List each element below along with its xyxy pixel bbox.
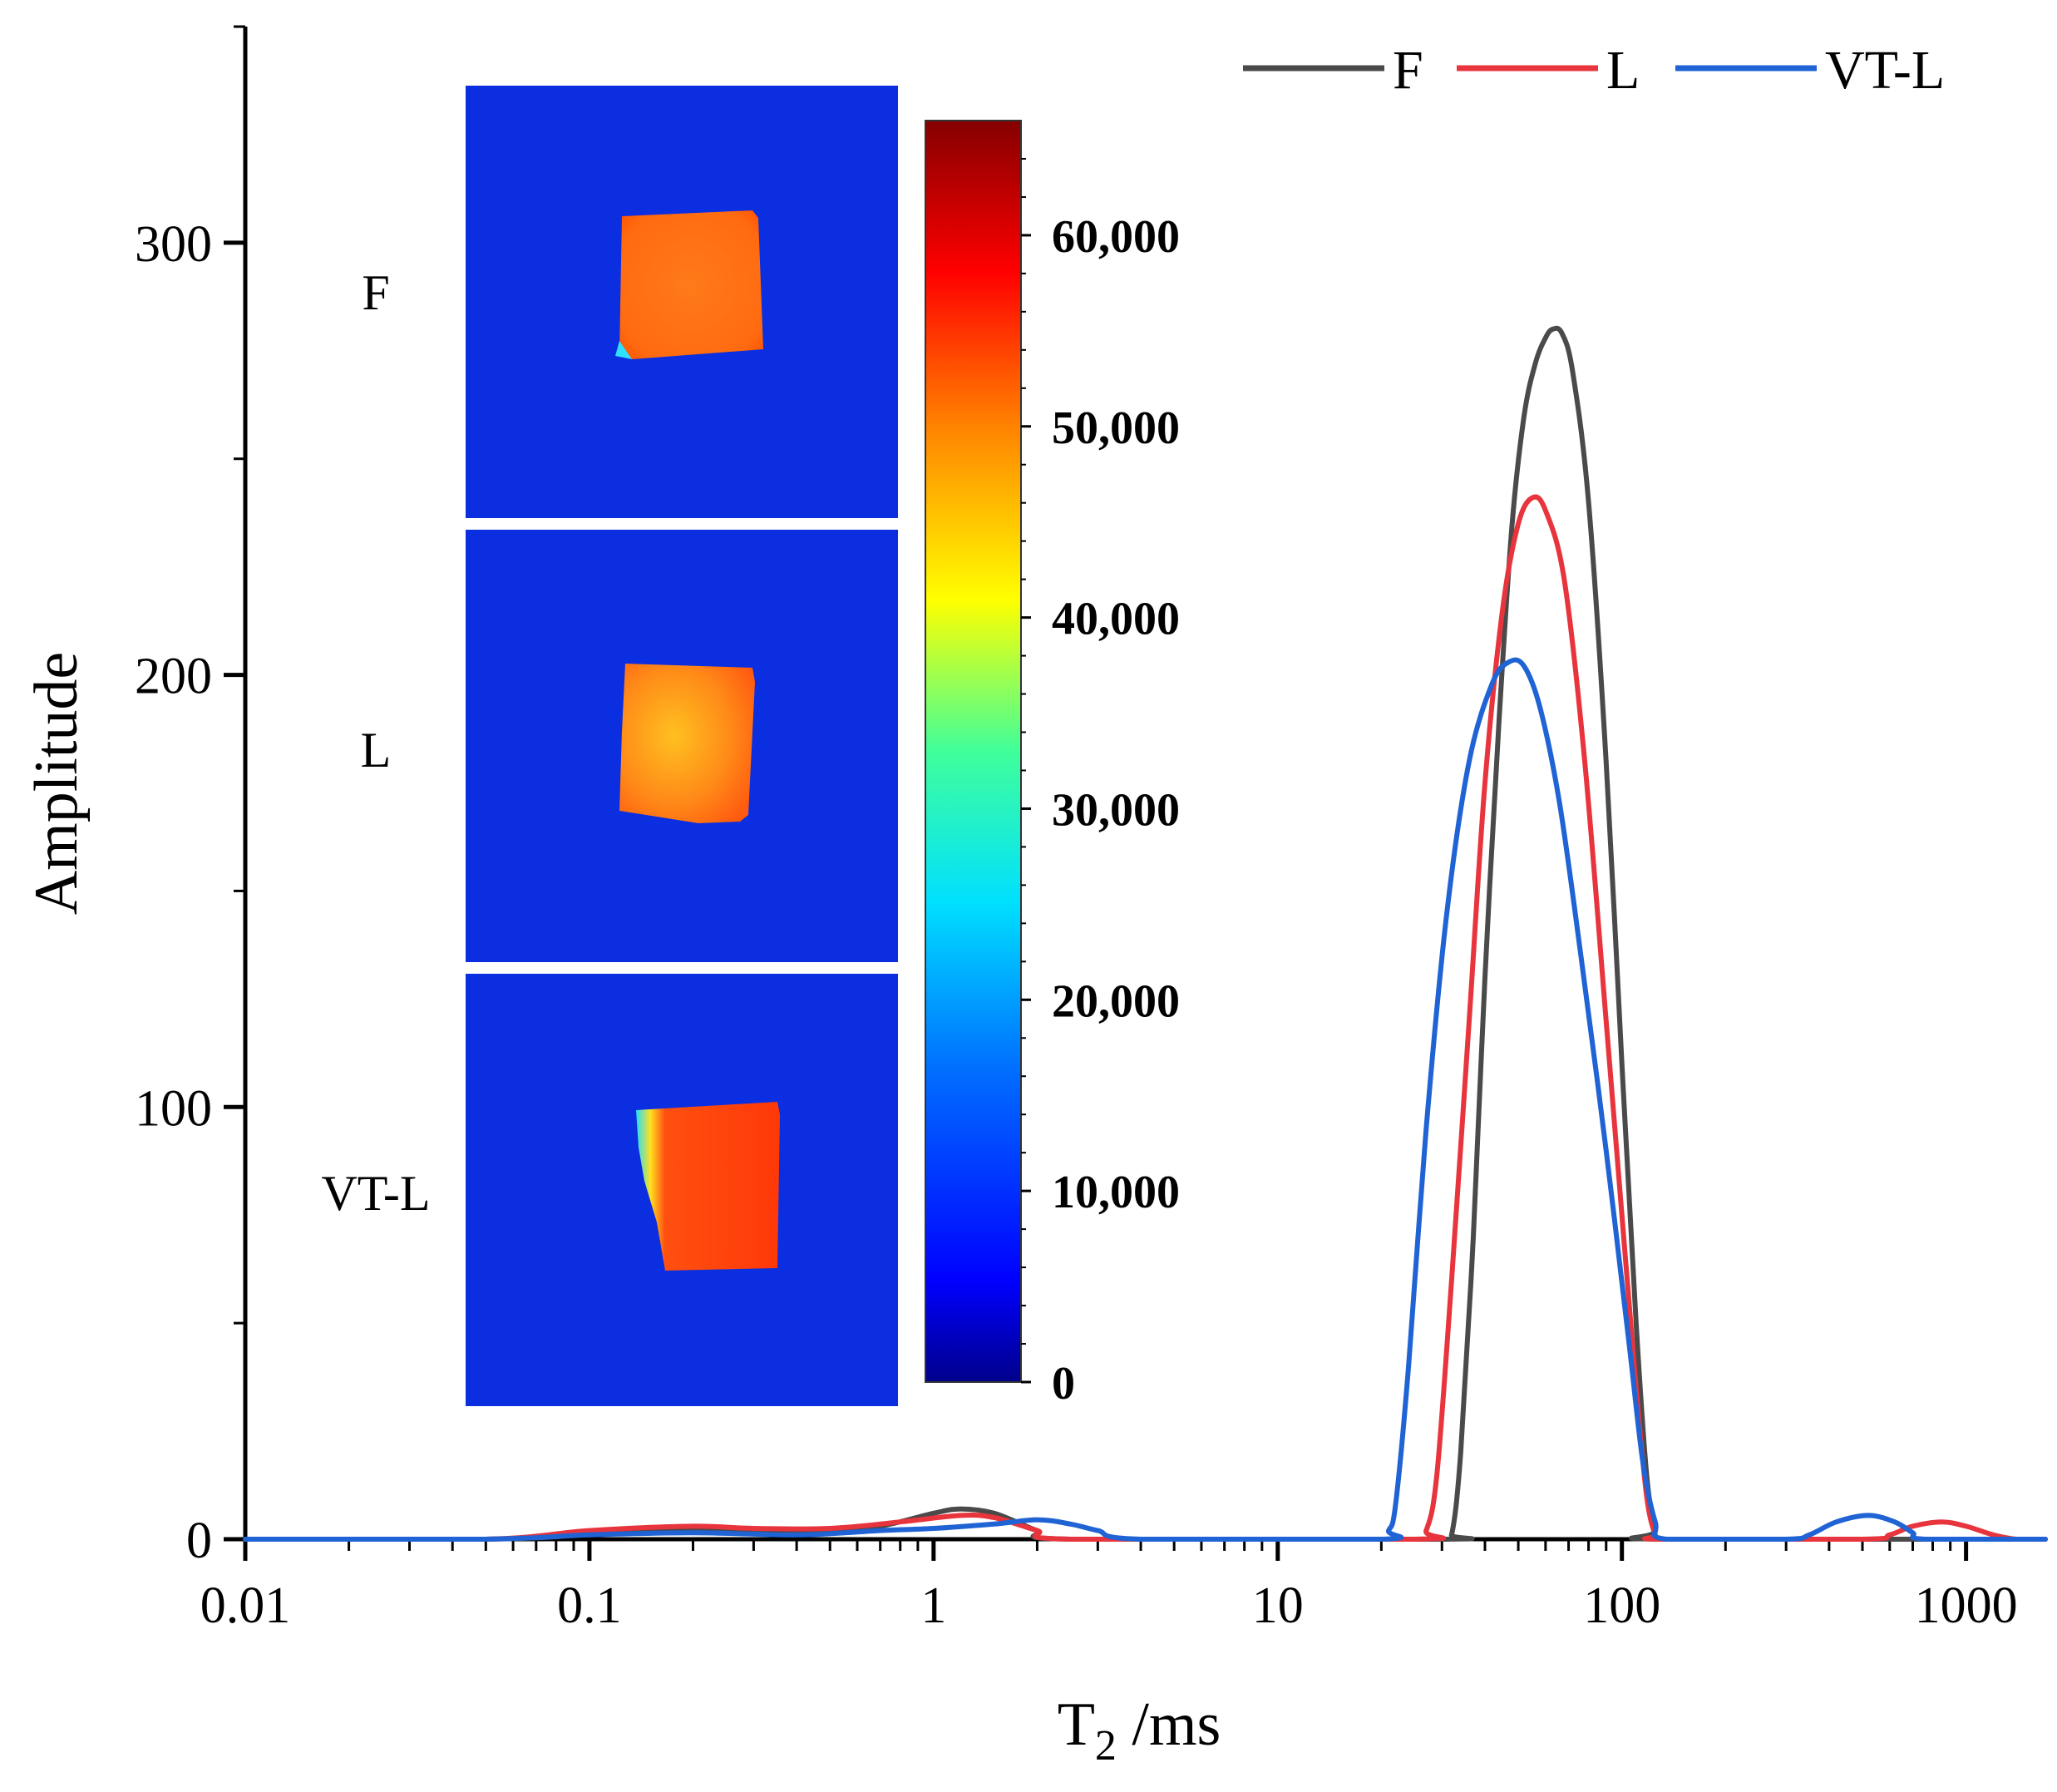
inset-label-l: L (361, 723, 392, 778)
colorbar-tick-label: 20,000 (1052, 975, 1180, 1027)
y-ticks: 0 100 200 300 (135, 25, 245, 1569)
x-tick-label: 10 (1252, 1577, 1304, 1634)
axes: 0.01 0.1 1 10 100 1000 0 100 200 300 Amplitude T… (22, 25, 2041, 1770)
colorbar-tick-label: 50,000 (1052, 402, 1180, 454)
colorbar-ticks: 0 10,000 20,000 30,000 40,000 50,000 60,000 (1021, 157, 1180, 1409)
legend-label-vt-l: VT-L (1825, 40, 1945, 101)
inset-label-vt-l: VT-L (321, 1166, 430, 1221)
plot-lines (243, 325, 2048, 1543)
y-axis-label: Amplitude (22, 652, 91, 916)
x-axis-label: T2 /ms (1058, 1691, 1221, 1770)
colorbar-tick-label: 10,000 (1052, 1167, 1180, 1218)
x-ticks: 0.01 0.1 1 10 100 1000 (200, 1539, 2018, 1634)
series-line-f (243, 325, 2048, 1543)
sample-l (619, 664, 755, 823)
mri-inset: F L VT-L 0 10,000 20,000 30,000 40,000 50,000… (321, 86, 1180, 1409)
x-axis-label-main: T (1058, 1691, 1095, 1759)
x-tick-label: 1 (920, 1577, 946, 1634)
colorbar-tick-label: 0 (1052, 1358, 1075, 1409)
x-tick-label: 1000 (1915, 1577, 2018, 1634)
colorbar-tick-label: 40,000 (1052, 594, 1180, 645)
colorbar-tick-label: 60,000 (1052, 211, 1180, 263)
legend: F L VT-L (1243, 40, 1945, 101)
x-tick-label: 0.01 (200, 1577, 291, 1634)
y-tick-label: 300 (135, 216, 212, 273)
legend-label-f: F (1393, 40, 1423, 101)
x-axis-label-unit: /ms (1117, 1691, 1221, 1759)
colorbar-tick-label: 30,000 (1052, 784, 1180, 836)
y-tick-label: 200 (135, 649, 212, 705)
series-line-vt-l (243, 657, 2048, 1543)
sample-vt-l (636, 1102, 780, 1271)
sample-f (619, 210, 763, 359)
x-axis-label-subscript: 2 (1095, 1722, 1117, 1770)
sample-f-edge (615, 341, 632, 359)
y-tick-label: 0 (186, 1513, 212, 1569)
x-tick-label: 100 (1583, 1577, 1660, 1634)
y-tick-label: 100 (135, 1080, 212, 1137)
colorbar (925, 120, 1022, 1383)
legend-label-l: L (1606, 40, 1640, 101)
inset-label-f: F (362, 265, 389, 320)
x-tick-label: 0.1 (557, 1577, 622, 1634)
